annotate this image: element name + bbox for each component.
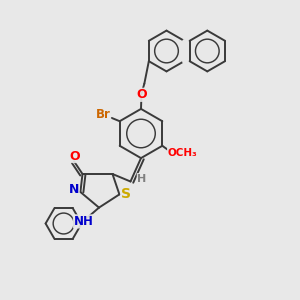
Text: Br: Br: [96, 108, 111, 121]
Text: NH: NH: [74, 215, 93, 228]
Text: OCH₃: OCH₃: [167, 148, 197, 158]
Text: N: N: [69, 183, 79, 196]
Text: O: O: [69, 149, 80, 163]
Text: H: H: [137, 173, 146, 184]
Text: S: S: [121, 188, 131, 201]
Text: O: O: [136, 88, 147, 101]
